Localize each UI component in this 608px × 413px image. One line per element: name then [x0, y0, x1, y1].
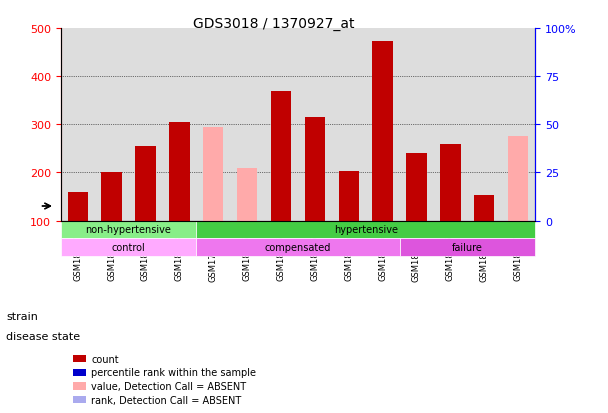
- FancyBboxPatch shape: [61, 221, 196, 239]
- FancyBboxPatch shape: [399, 239, 535, 256]
- Text: rank, Detection Call = ABSENT: rank, Detection Call = ABSENT: [91, 395, 241, 405]
- Bar: [271, 91, 291, 221]
- Bar: [67, 192, 88, 221]
- Bar: [373, 42, 393, 221]
- Text: hypertensive: hypertensive: [334, 225, 398, 235]
- Bar: [169, 123, 190, 221]
- Text: non-hypertensive: non-hypertensive: [86, 225, 171, 235]
- Bar: [508, 137, 528, 221]
- Text: count: count: [91, 354, 119, 364]
- Text: GDS3018 / 1370927_at: GDS3018 / 1370927_at: [193, 17, 354, 31]
- Text: failure: failure: [452, 242, 483, 252]
- Text: disease state: disease state: [6, 332, 80, 342]
- Bar: [102, 173, 122, 221]
- Bar: [305, 118, 325, 221]
- FancyBboxPatch shape: [61, 239, 196, 256]
- FancyBboxPatch shape: [196, 239, 399, 256]
- Text: percentile rank within the sample: percentile rank within the sample: [91, 368, 256, 377]
- Bar: [406, 154, 427, 221]
- Bar: [474, 196, 494, 221]
- Text: control: control: [112, 242, 145, 252]
- Text: strain: strain: [6, 311, 38, 321]
- Text: value, Detection Call = ABSENT: value, Detection Call = ABSENT: [91, 381, 246, 391]
- Bar: [203, 128, 223, 221]
- FancyBboxPatch shape: [196, 221, 535, 239]
- Bar: [440, 144, 460, 221]
- Bar: [237, 168, 257, 221]
- Bar: [339, 172, 359, 221]
- Bar: [136, 147, 156, 221]
- Text: compensated: compensated: [264, 242, 331, 252]
